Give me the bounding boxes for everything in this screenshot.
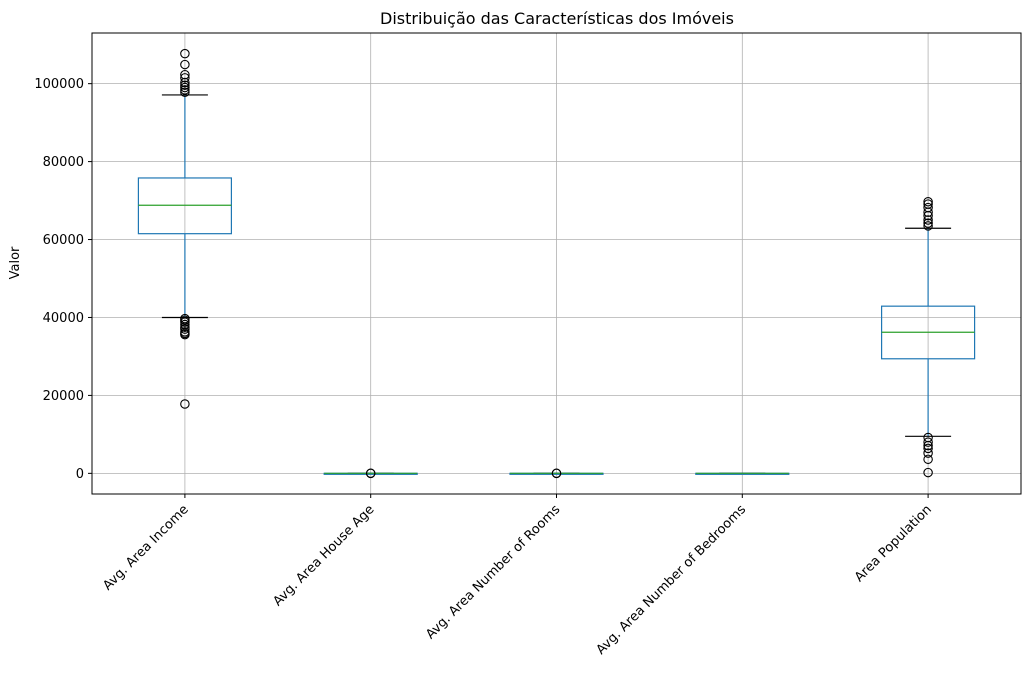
x-tick-label: Avg. Area Number of Bedrooms bbox=[594, 502, 750, 658]
y-tick-label: 80000 bbox=[43, 155, 84, 170]
tick-labels: 0 20000 40000 60000 80000 100000 Avg. Area Inc… bbox=[34, 77, 935, 658]
y-axis-label: Valor bbox=[8, 246, 23, 279]
box-group bbox=[509, 468, 604, 479]
y-tick-label: 40000 bbox=[43, 311, 84, 326]
y-tick-label: 100000 bbox=[34, 77, 84, 92]
outlier-point bbox=[180, 73, 190, 83]
outlier-point bbox=[923, 443, 933, 454]
outlier-point bbox=[365, 468, 376, 479]
y-tick-label: 60000 bbox=[43, 233, 84, 248]
box-group bbox=[880, 196, 976, 478]
outlier-point bbox=[923, 202, 933, 213]
y-tick-label: 0 bbox=[76, 467, 84, 482]
outlier-point bbox=[180, 85, 190, 95]
outlier-point bbox=[923, 467, 933, 478]
chart-title: Distribuição das Características dos Imó… bbox=[380, 9, 734, 28]
outlier-point bbox=[923, 215, 933, 225]
axes bbox=[88, 32, 1022, 498]
box-group bbox=[137, 48, 232, 409]
outlier-point bbox=[180, 313, 190, 324]
x-tick-label: Avg. Area House Age bbox=[270, 502, 377, 609]
outlier-point bbox=[923, 199, 933, 209]
box-group bbox=[323, 468, 418, 479]
x-tick-label: Avg. Area Number of Rooms bbox=[423, 502, 563, 642]
x-tick-label: Area Population bbox=[852, 502, 935, 585]
outlier-point bbox=[923, 437, 933, 447]
outlier-point bbox=[180, 399, 190, 409]
y-tick-label: 20000 bbox=[43, 389, 84, 404]
boxes bbox=[137, 48, 976, 479]
outlier-point bbox=[180, 87, 190, 97]
outlier-point bbox=[923, 218, 933, 228]
outlier-point bbox=[180, 80, 190, 90]
outlier-point bbox=[923, 454, 933, 465]
outlier-point bbox=[180, 59, 190, 70]
grid-lines bbox=[92, 33, 1021, 494]
outlier-point bbox=[180, 77, 190, 88]
outlier-point bbox=[180, 327, 190, 337]
outlier-point bbox=[923, 448, 933, 458]
outlier-point bbox=[923, 432, 933, 443]
outlier-point bbox=[180, 69, 190, 80]
box-group bbox=[695, 472, 790, 475]
outlier-point bbox=[551, 468, 562, 479]
outlier-point bbox=[180, 48, 190, 59]
outlier-point bbox=[923, 196, 933, 207]
x-tick-label: Avg. Area Income bbox=[100, 502, 191, 593]
outlier-point bbox=[923, 221, 933, 231]
outlier-point bbox=[180, 82, 190, 93]
outlier-point bbox=[180, 319, 190, 330]
